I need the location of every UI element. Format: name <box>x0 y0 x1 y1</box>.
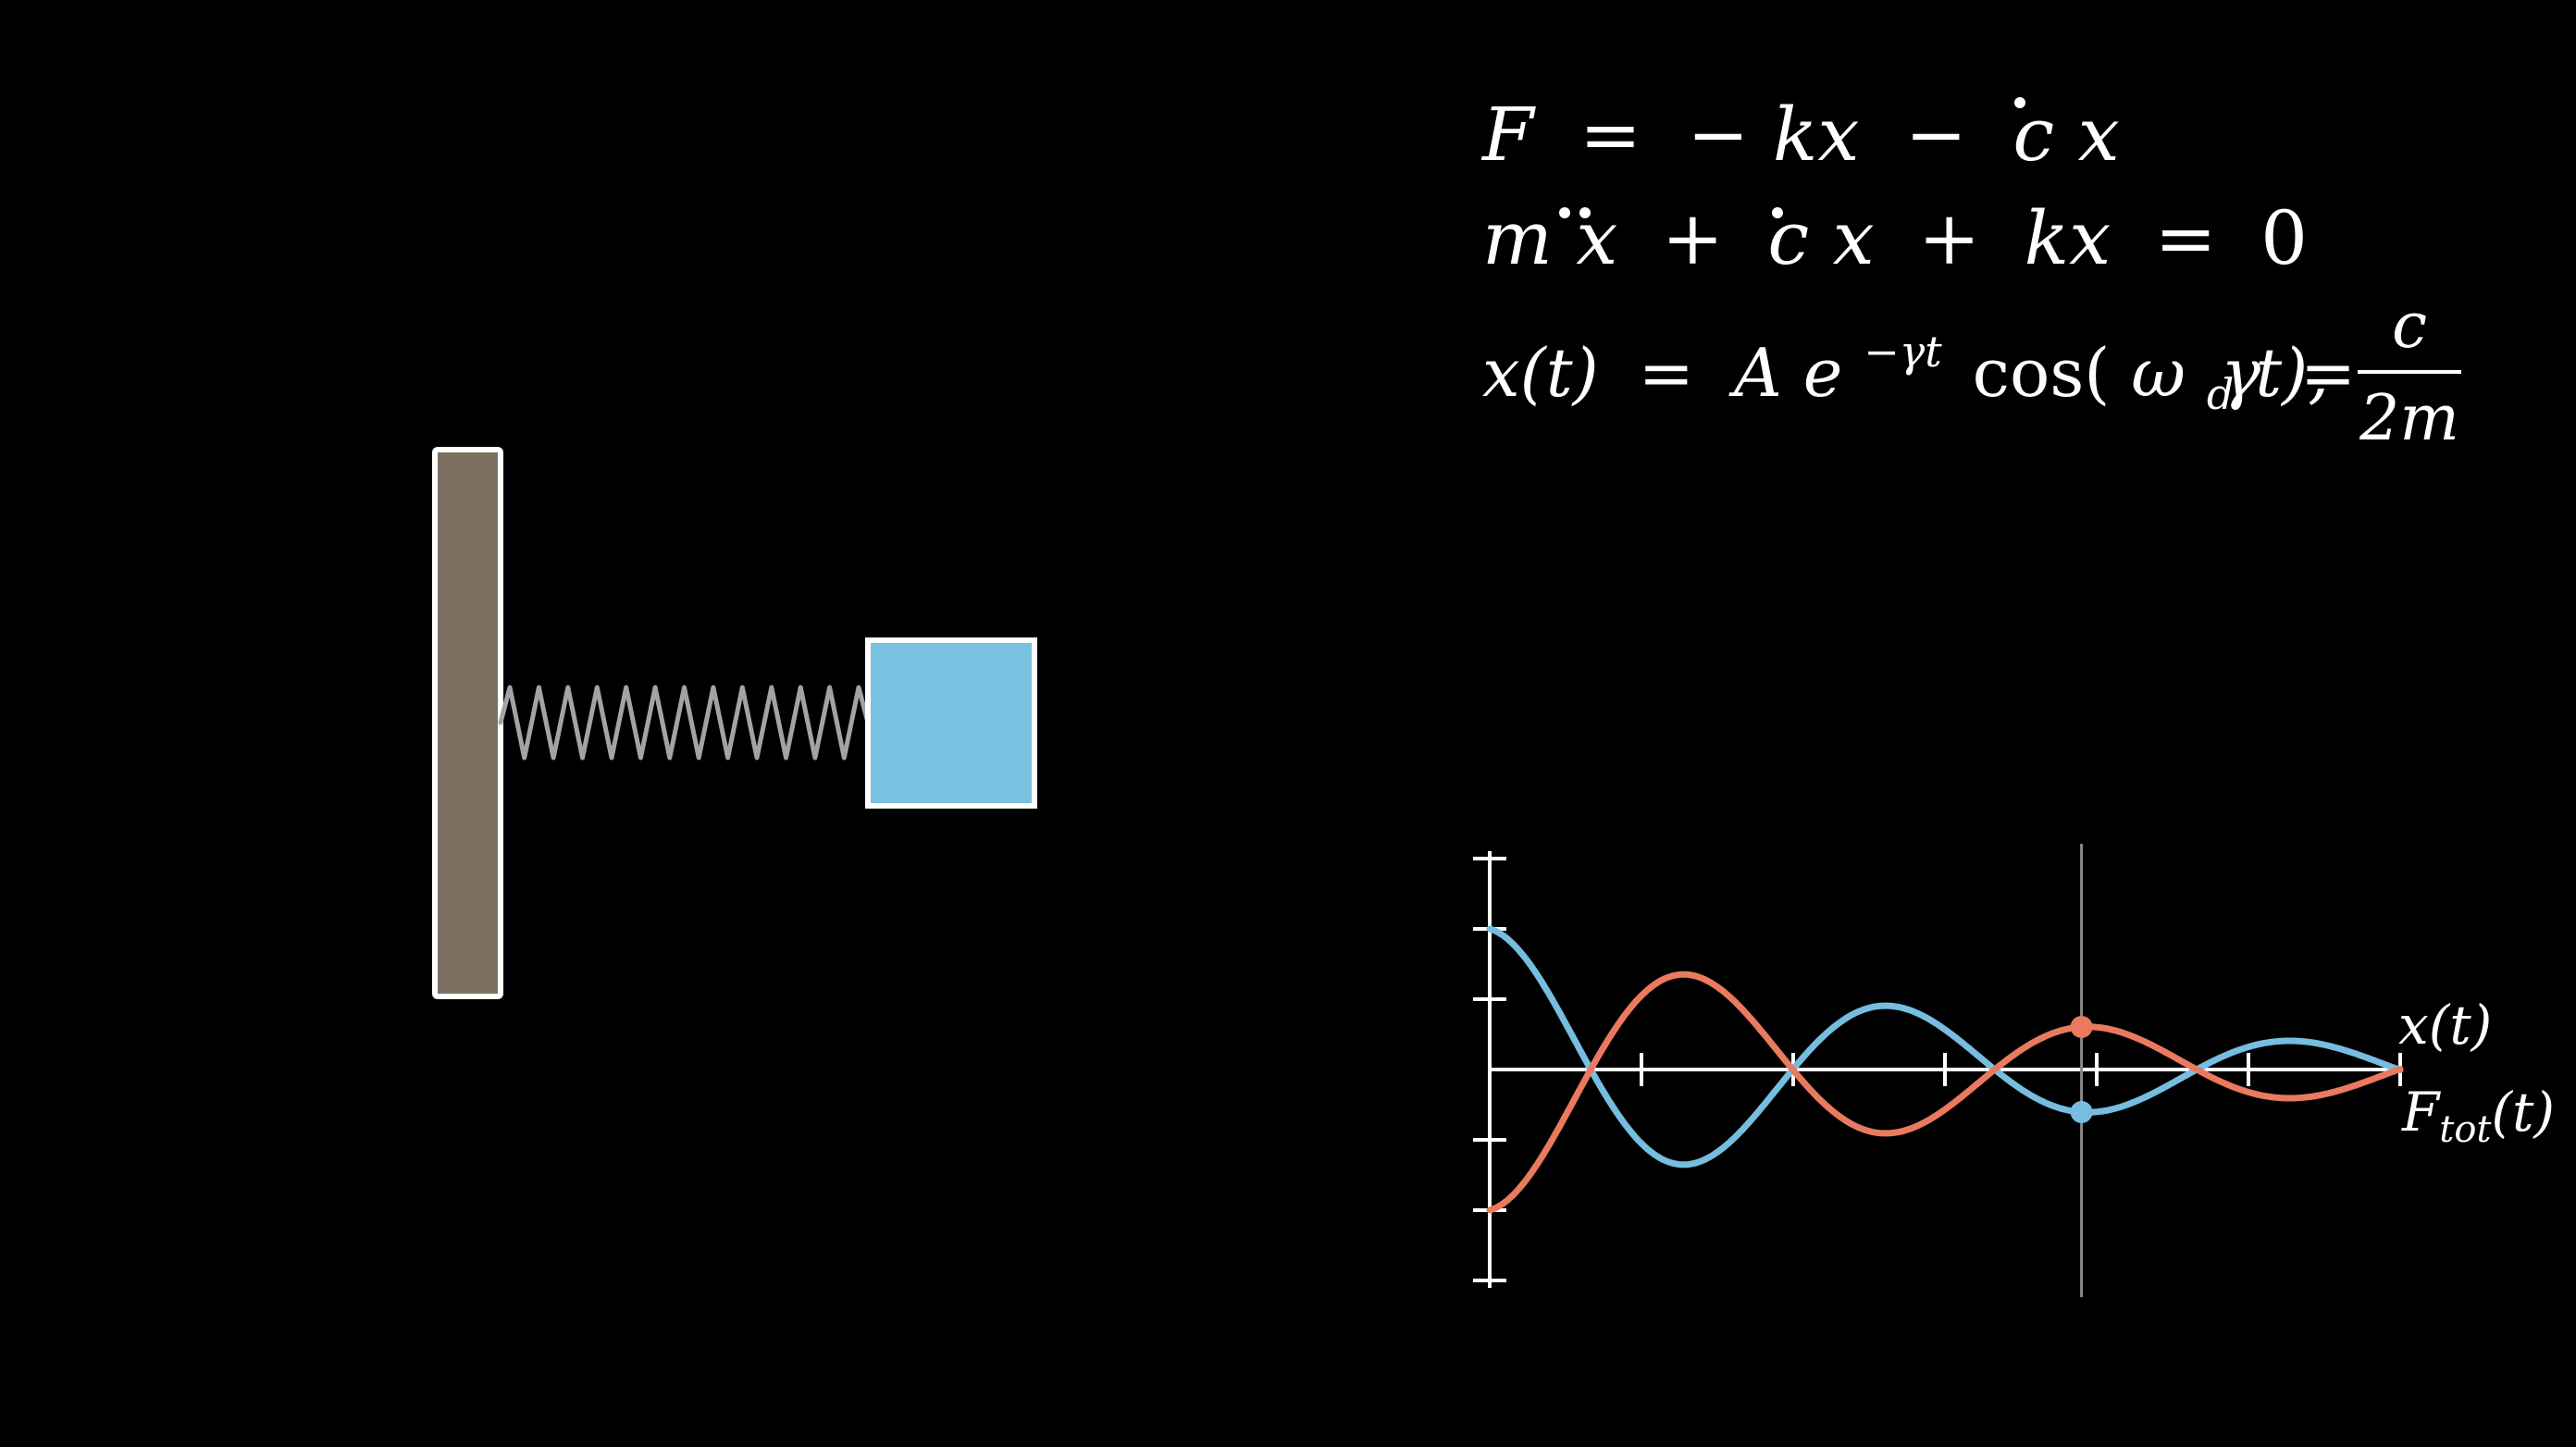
ddot-marker-right <box>1579 207 1591 218</box>
dot-marker <box>1772 207 1783 218</box>
spring <box>498 685 871 761</box>
point-x-at-cursor <box>2070 1101 2093 1124</box>
spring-mass-system <box>432 447 1037 999</box>
series-label-x: x(t) <box>2398 994 2492 1057</box>
wall <box>432 447 503 999</box>
response-graph: x(t) Ftot(t) <box>1473 844 2555 1297</box>
fraction-denominator: 2m <box>2359 382 2459 455</box>
mass-block[interactable] <box>865 637 1037 809</box>
equation-solution: x(t) = A e −γt cos( ω d t), <box>1482 304 2329 425</box>
equation-force: F = − kx − c x <box>1480 92 2120 178</box>
series-line-x <box>1486 925 2404 1169</box>
equation-motion: m x + c x + kx = 0 <box>1482 195 2308 281</box>
fraction-numerator: c <box>2392 290 2427 363</box>
series-label-F: Ftot(t) <box>2401 1081 2555 1151</box>
point-F-at-cursor <box>2070 1015 2093 1038</box>
series-line-F <box>1486 971 2404 1214</box>
equations: F = − kx − c x m x + c x + kx = 0 x(t) = <box>1480 92 2461 455</box>
equation-gamma: γ = <box>2221 334 2356 412</box>
ddot-marker-left <box>1559 207 1570 218</box>
dot-marker <box>2014 97 2025 108</box>
